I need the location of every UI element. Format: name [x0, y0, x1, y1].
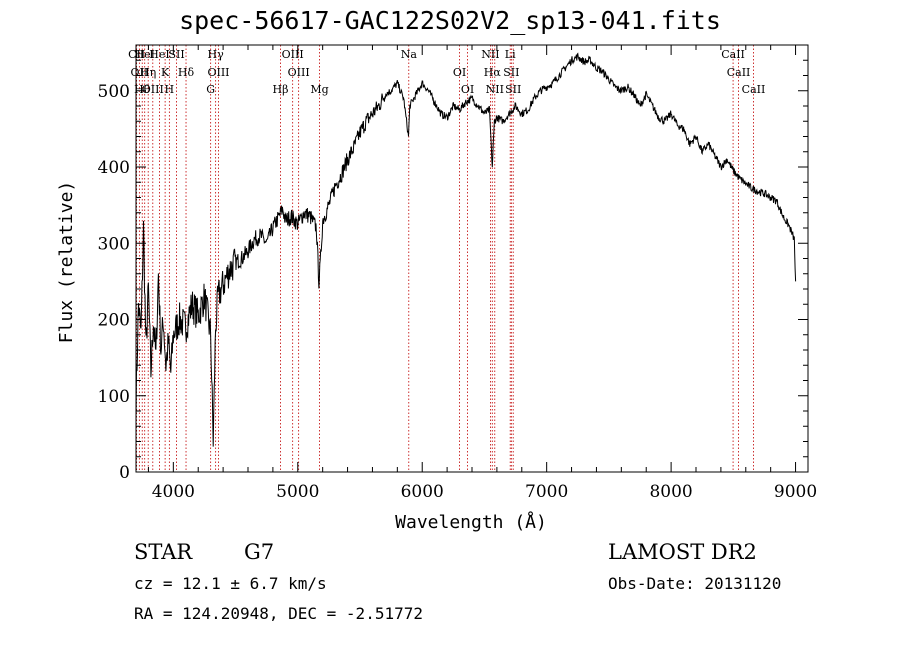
- y-axis-label: Flux (relative): [56, 181, 77, 344]
- object-type: STAR: [134, 540, 193, 564]
- redshift-cz: cz = 12.1 ± 6.7 km/s: [134, 574, 327, 593]
- x-tick-label: 5000: [276, 482, 319, 502]
- ra-dec: RA = 124.20948, DEC = -2.51772: [134, 604, 423, 623]
- spectral-line-labels: CII OII Hθ HeI Hη OIII HeI KH SII Hδ G Hγ OIII Hβ OIII…: [128, 48, 765, 96]
- spectral-line-label: H: [165, 83, 175, 96]
- y-tick-label: 400: [98, 158, 130, 178]
- spectral-line-label: G: [206, 83, 215, 96]
- spectral-line-markers: [136, 45, 754, 472]
- spectral-line-label: Hγ: [208, 48, 225, 61]
- chart-title: spec-56617-GAC122S02V2_sp13-041.fits: [179, 6, 721, 35]
- spectral-line-label: HeI: [134, 48, 154, 61]
- x-tick-label: 8000: [649, 482, 692, 502]
- x-tick-label: 9000: [774, 482, 817, 502]
- spectral-line-label: NII: [486, 83, 504, 96]
- x-tick-label: 6000: [401, 482, 444, 502]
- spectral-line-label: SII: [503, 66, 519, 79]
- spectral-line-label: Mg: [310, 83, 328, 96]
- spectral-line-label: CII: [128, 48, 145, 61]
- spectral-line-label: CaII: [727, 66, 751, 79]
- spectral-line-label: OI: [453, 66, 466, 79]
- spectral-line-label: OIII: [282, 48, 304, 61]
- spectral-line-label: Hθ: [134, 83, 151, 96]
- spectral-line-label: Li: [505, 48, 516, 61]
- spectral-line-label: CaII: [721, 48, 745, 61]
- spectral-line-label: OI: [461, 83, 474, 96]
- spectral-line-label: OII: [131, 66, 149, 79]
- axes: 4000 5000 6000 7000 8000 9000 0 100 200 300 400 500: [98, 45, 817, 502]
- spectrum-series-line: [135, 52, 797, 447]
- x-axis-label: Wavelength (Å): [395, 511, 547, 533]
- spectral-line-label: HeI: [149, 48, 169, 61]
- y-tick-label: 100: [98, 387, 130, 407]
- survey-name: LAMOST DR2: [608, 540, 757, 564]
- spectral-line-label: SII: [168, 48, 184, 61]
- spectral-line-label: K: [161, 66, 170, 79]
- spectral-line-label: Hη: [140, 66, 156, 79]
- x-tick-label: 7000: [525, 482, 568, 502]
- y-tick-label: 500: [98, 82, 130, 102]
- x-tick-label: 4000: [152, 482, 195, 502]
- spectral-line-label: OIII: [288, 66, 310, 79]
- spectral-line-label: CaII: [742, 83, 766, 96]
- y-tick-label: 300: [98, 234, 130, 254]
- spectral-line-label: Hβ: [273, 83, 289, 96]
- y-tick-label: 0: [119, 463, 130, 483]
- spectral-line-label: NII: [481, 48, 499, 61]
- spectral-line-label: SII: [505, 83, 521, 96]
- spectral-line-label: OIII: [207, 66, 229, 79]
- observation-date: Obs-Date: 20131120: [608, 574, 782, 593]
- spectral-line-label: Hα: [484, 66, 502, 79]
- spectral-line-label: Na: [401, 48, 418, 61]
- object-subclass: G7: [244, 540, 275, 564]
- spectral-line-label: OIII: [142, 83, 164, 96]
- spectral-line-label: Hδ: [178, 66, 195, 79]
- y-tick-label: 200: [98, 311, 130, 331]
